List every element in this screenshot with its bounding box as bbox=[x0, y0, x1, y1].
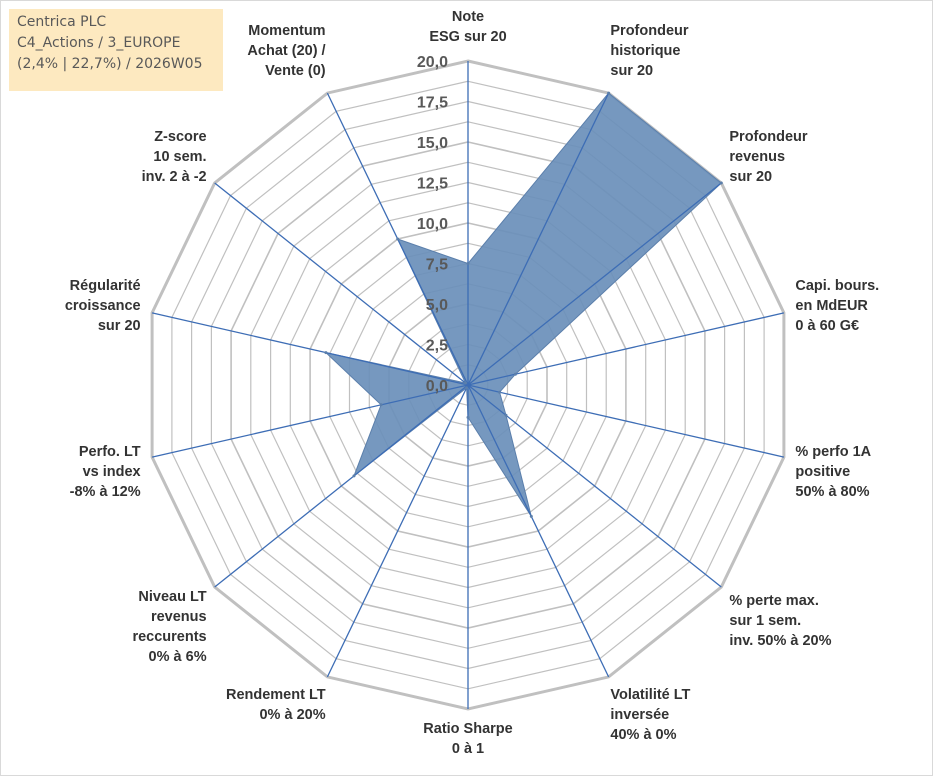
axis-label-line: 0 à 60 G€ bbox=[795, 318, 859, 334]
axis-spoke bbox=[467, 182, 722, 386]
axis-spoke bbox=[151, 384, 469, 458]
data-point bbox=[466, 415, 470, 419]
axis-label-line: Régularité bbox=[70, 278, 141, 294]
axis-label-line: Niveau LT bbox=[138, 589, 206, 605]
data-point bbox=[324, 351, 328, 355]
data-point bbox=[719, 181, 723, 185]
axis-label-line: % perte max. bbox=[729, 593, 818, 609]
axis-label-line: Perfo. LT bbox=[79, 444, 141, 460]
radial-tick-label: 5,0 bbox=[426, 297, 448, 314]
data-series-area bbox=[324, 92, 723, 517]
axis-label-line: % perfo 1A bbox=[795, 444, 871, 460]
axis-label-line: 10 sem. bbox=[153, 149, 206, 165]
axis-label-line: Volatilité LT bbox=[610, 687, 690, 703]
axis-label-line: 40% à 0% bbox=[610, 727, 676, 743]
axis-label-line: -8% à 12% bbox=[70, 484, 141, 500]
axis-label-line: positive bbox=[795, 464, 850, 480]
axis-label: Profondeur historique sur 20 bbox=[610, 23, 688, 79]
axis-label-line: sur 1 sem. bbox=[729, 613, 801, 629]
info-company: Centrica PLC bbox=[17, 14, 107, 30]
data-point bbox=[465, 386, 469, 390]
radial-tick-label: 20,0 bbox=[417, 54, 448, 71]
axis-spoke bbox=[467, 384, 610, 678]
radial-tick-label: 7,5 bbox=[426, 257, 448, 274]
axis-label-line: Ratio Sharpe bbox=[423, 721, 512, 737]
axis-label-line: reccurents bbox=[132, 629, 206, 645]
data-point bbox=[352, 474, 356, 478]
radial-tick-label: 12,5 bbox=[417, 176, 448, 193]
axis-label-line: historique bbox=[610, 43, 680, 59]
axis-label: Perfo. LT vs index -8% à 12% bbox=[70, 444, 141, 500]
axis-label: Rendement LT 0% à 20% bbox=[226, 687, 326, 723]
axis-label-line: revenus bbox=[151, 609, 207, 625]
axis-label: Profondeur revenus sur 20 bbox=[729, 129, 807, 185]
axis-spoke bbox=[467, 92, 610, 386]
axis-spoke bbox=[214, 384, 469, 588]
data-point bbox=[466, 262, 470, 265]
data-point bbox=[607, 91, 611, 95]
axis-label: Régularité croissance sur 20 bbox=[65, 278, 141, 334]
info-box: Centrica PLC C4_Actions / 3_EUROPE (2,4%… bbox=[9, 9, 223, 91]
data-point bbox=[498, 390, 502, 394]
axis-label-line: sur 20 bbox=[729, 169, 772, 185]
data-point bbox=[379, 403, 383, 407]
axis-label: Volatilité LT inversée 40% à 0% bbox=[610, 687, 690, 743]
axis-label-line: revenus bbox=[729, 149, 785, 165]
axis-label-line: Profondeur bbox=[729, 129, 807, 145]
axis-label-line: Note bbox=[452, 9, 484, 25]
info-stats: (2,4% | 22,7%) / 2026W05 bbox=[17, 56, 203, 72]
radial-tick-label: 15,0 bbox=[417, 135, 448, 152]
axis-label-line: 0% à 6% bbox=[149, 649, 207, 665]
axis-label-line: 0 à 1 bbox=[452, 741, 484, 757]
axis-label: Niveau LT revenus reccurents 0% à 6% bbox=[132, 589, 206, 665]
axis-label-line: Momentum bbox=[248, 23, 325, 39]
radial-tick-label: 2,5 bbox=[426, 338, 448, 355]
axis-label-line: croissance bbox=[65, 298, 141, 314]
data-point bbox=[504, 413, 508, 417]
axis-spoke bbox=[326, 384, 469, 678]
data-point bbox=[464, 381, 467, 385]
axis-spoke bbox=[467, 384, 785, 458]
axis-label-line: inv. 50% à 20% bbox=[729, 633, 831, 649]
axis-label-line: en MdEUR bbox=[795, 298, 868, 314]
radial-tick-label: 0,0 bbox=[426, 378, 448, 395]
axis-label-line: Vente (0) bbox=[265, 63, 326, 79]
axis-label: Z-score 10 sem. inv. 2 à -2 bbox=[142, 129, 207, 185]
axis-label: Capi. bours. en MdEUR 0 à 60 G€ bbox=[795, 278, 879, 334]
axis-spoke bbox=[214, 182, 469, 386]
axis-label-line: Achat (20) / bbox=[247, 43, 325, 59]
data-point bbox=[529, 514, 533, 518]
radial-tick-label: 17,5 bbox=[417, 95, 448, 112]
axis-label-line: Rendement LT bbox=[226, 687, 326, 703]
axis-label-line: inversée bbox=[610, 707, 669, 723]
axis-label: Ratio Sharpe 0 à 1 bbox=[423, 721, 512, 757]
axis-label: % perfo 1A positive 50% à 80% bbox=[795, 444, 871, 500]
axis-label-line: sur 20 bbox=[98, 318, 141, 334]
axis-label-line: Profondeur bbox=[610, 23, 688, 39]
axis-label-line: ESG sur 20 bbox=[429, 29, 506, 45]
axis-spoke bbox=[151, 312, 469, 386]
radial-tick-label: 10,0 bbox=[417, 216, 448, 233]
axis-label-line: vs index bbox=[83, 464, 141, 480]
axis-label: % perte max. sur 1 sem. inv. 50% à 20% bbox=[729, 593, 831, 649]
data-point bbox=[396, 237, 400, 241]
axis-spoke bbox=[467, 312, 785, 386]
axis-label-line: 0% à 20% bbox=[259, 707, 325, 723]
axis-label-line: Z-score bbox=[154, 129, 206, 145]
axis-label-line: Capi. bours. bbox=[795, 278, 879, 294]
axis-label: Momentum Achat (20) / Vente (0) bbox=[247, 23, 325, 79]
axis-label-line: inv. 2 à -2 bbox=[142, 169, 207, 185]
axis-label: Note ESG sur 20 bbox=[429, 9, 506, 45]
axis-label-line: 50% à 80% bbox=[795, 484, 869, 500]
info-category: C4_Actions / 3_EUROPE bbox=[17, 35, 181, 51]
axis-spoke bbox=[467, 384, 722, 588]
axis-label-line: sur 20 bbox=[610, 63, 653, 79]
data-point bbox=[513, 372, 517, 376]
